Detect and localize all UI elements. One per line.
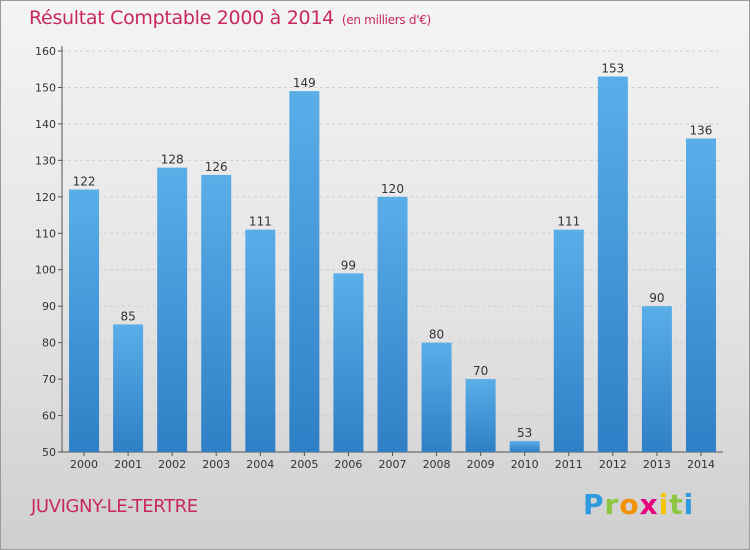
bar-2011 <box>553 229 584 452</box>
y-tick-label: 90 <box>42 300 56 313</box>
data-label: 70 <box>473 364 488 378</box>
logo-letter: i <box>658 488 670 521</box>
data-label: 111 <box>249 215 272 229</box>
bar-2008 <box>421 342 452 452</box>
data-label: 128 <box>161 153 184 167</box>
chart-title-unit: (en milliers d'€) <box>341 13 431 27</box>
data-label: 90 <box>649 291 664 305</box>
y-tick-label: 120 <box>35 191 56 204</box>
logo-letter: o <box>619 488 640 521</box>
data-label: 149 <box>293 76 316 90</box>
x-tick-label: 2004 <box>246 458 274 471</box>
bar-2002 <box>157 167 188 452</box>
data-label: 126 <box>205 160 228 174</box>
x-tick-label: 2001 <box>114 458 142 471</box>
data-label: 122 <box>73 175 96 189</box>
bar-2003 <box>201 174 232 453</box>
x-tick-label: 2012 <box>599 458 627 471</box>
x-tick-label: 2014 <box>687 458 715 471</box>
bar-2012 <box>597 76 628 452</box>
data-label: 153 <box>601 62 624 76</box>
bar-2013 <box>641 306 672 452</box>
data-label: 80 <box>429 328 444 342</box>
bar-2004 <box>245 229 276 452</box>
y-tick-label: 70 <box>42 373 56 386</box>
y-tick-label: 150 <box>35 81 56 94</box>
y-tick-label: 110 <box>35 227 56 240</box>
data-label: 136 <box>690 123 713 137</box>
data-label: 111 <box>557 215 580 229</box>
logo-letter: x <box>639 488 659 521</box>
x-tick-label: 2013 <box>643 458 671 471</box>
x-tick-label: 2003 <box>202 458 230 471</box>
data-label: 99 <box>341 258 356 272</box>
x-tick-label: 2008 <box>423 458 451 471</box>
x-tick-label: 2009 <box>467 458 495 471</box>
bar-2009 <box>465 379 496 452</box>
x-tick-label: 2011 <box>555 458 583 471</box>
commune-name: JUVIGNY-LE-TERTRE <box>31 496 198 517</box>
bar-2014 <box>685 138 716 452</box>
chart-title: Résultat Comptable 2000 à 2014 (en millie… <box>29 7 431 29</box>
logo-letter: t <box>669 488 684 521</box>
bar-2000 <box>69 189 100 452</box>
bar-2007 <box>377 196 408 452</box>
y-tick-label: 130 <box>35 154 56 167</box>
x-tick-label: 2010 <box>511 458 539 471</box>
bar-2001 <box>113 324 144 452</box>
x-tick-label: 2000 <box>70 458 98 471</box>
x-tick-label: 2007 <box>379 458 407 471</box>
bar-2010 <box>509 441 540 452</box>
chart-title-text: Résultat Comptable 2000 à 2014 <box>29 7 334 29</box>
x-tick-label: 2006 <box>334 458 362 471</box>
y-tick-label: 80 <box>42 337 56 350</box>
logo-letter: r <box>604 488 620 521</box>
y-tick-label: 60 <box>42 410 56 423</box>
y-tick-label: 160 <box>35 45 56 58</box>
data-label: 120 <box>381 182 404 196</box>
data-label: 53 <box>517 426 532 440</box>
bar-2005 <box>289 91 320 452</box>
bar-2006 <box>333 273 364 452</box>
proxiti-logo: Proxiti <box>583 488 694 521</box>
logo-letter: P <box>583 488 605 521</box>
y-tick-label: 50 <box>42 446 56 459</box>
y-tick-label: 100 <box>35 264 56 277</box>
x-tick-label: 2002 <box>158 458 186 471</box>
y-tick-label: 140 <box>35 118 56 131</box>
data-label: 85 <box>120 309 135 323</box>
x-tick-label: 2005 <box>290 458 318 471</box>
logo-letter: i <box>683 488 695 521</box>
